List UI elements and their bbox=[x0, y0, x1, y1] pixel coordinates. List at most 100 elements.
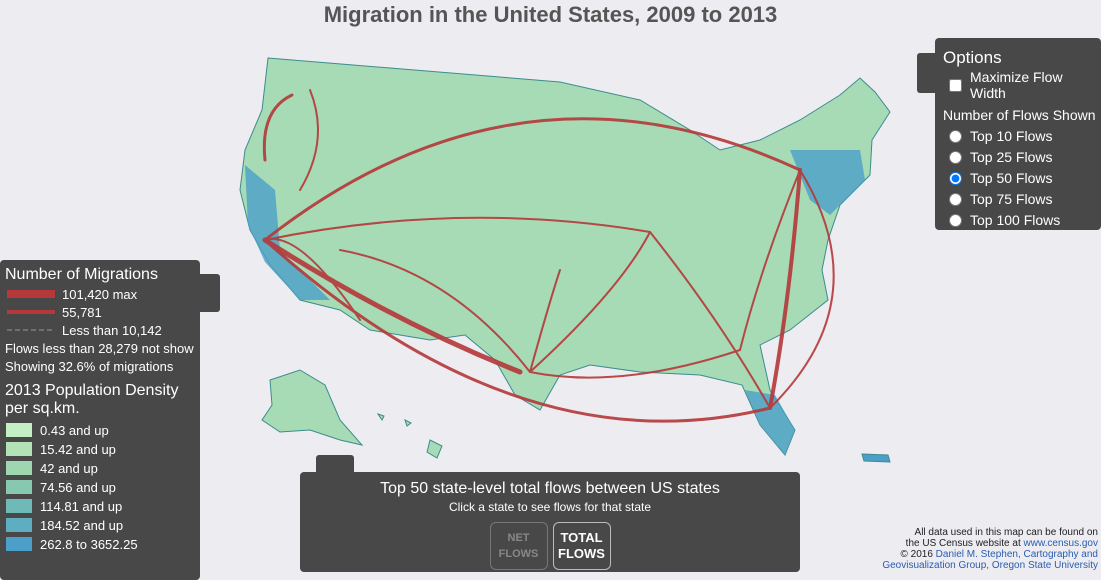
flow-choice-label: Top 10 Flows bbox=[970, 128, 1053, 144]
flow-choice: Top 25 Flows bbox=[943, 148, 1101, 166]
org-link[interactable]: Geovisualization Group, Oregon State Uni… bbox=[882, 560, 1098, 571]
flow-choice-label: Top 100 Flows bbox=[970, 212, 1061, 228]
density-swatch bbox=[6, 423, 32, 437]
legend-row: 55,781 bbox=[5, 304, 200, 320]
us-map bbox=[239, 57, 891, 463]
options-title: Options bbox=[943, 48, 1002, 67]
flow-radio[interactable] bbox=[949, 150, 962, 164]
flow bbox=[263, 117, 802, 242]
flow-choice: Top 100 Flows bbox=[943, 211, 1101, 229]
author-link[interactable]: Daniel M. Stephen, Cartography and bbox=[935, 549, 1098, 560]
density-classes: 0.43 and up 15.42 and up 42 and up 74.56 an… bbox=[0, 422, 200, 552]
flow-radio[interactable] bbox=[949, 171, 962, 185]
option-row: Maximize Flow Width bbox=[943, 69, 1101, 101]
density-label: 74.56 and up bbox=[40, 479, 116, 495]
density-class: 0.43 and up bbox=[6, 422, 200, 438]
flow-radio[interactable] bbox=[949, 129, 962, 143]
hawaii bbox=[376, 413, 443, 459]
density-class: 74.56 and up bbox=[6, 479, 200, 495]
panel-heading: Top 50 state-level total flows between U… bbox=[380, 480, 720, 497]
flow-choice: Top 10 Flows bbox=[943, 127, 1101, 145]
mid-label: 55,781 bbox=[62, 304, 102, 320]
density-swatch bbox=[6, 442, 32, 456]
flow bbox=[263, 238, 772, 423]
density-class: 42 and up bbox=[6, 460, 200, 476]
flow-choice-label: Top 50 Flows bbox=[970, 170, 1053, 186]
density-class: 15.42 and up bbox=[6, 441, 200, 457]
checkbox-label: Maximize Flow Width bbox=[970, 69, 1063, 101]
note: Showing 32.6% of migrations bbox=[5, 358, 174, 374]
button-group: NET FLOWS TOTAL FLOWS bbox=[300, 522, 800, 570]
max-label: 101,420 max bbox=[62, 286, 138, 302]
net-flows-button[interactable]: NET FLOWS bbox=[489, 522, 548, 570]
credits: All data used in this map can be found o… bbox=[882, 527, 1098, 571]
info-panel: Top 50 state-level total flows between U… bbox=[300, 472, 800, 572]
california bbox=[245, 165, 330, 300]
swatch bbox=[7, 290, 55, 298]
density-label: 114.81 and up bbox=[40, 498, 123, 514]
credit-line: Geovisualization Group, Oregon State Uni… bbox=[882, 560, 1098, 571]
flows-heading: Number of Flows Shown bbox=[943, 107, 1096, 123]
note: Flows less than 28,279 not show bbox=[5, 340, 194, 356]
flow bbox=[649, 231, 771, 409]
density-swatch bbox=[6, 499, 32, 513]
migrations-title: Number of Migrations bbox=[5, 266, 158, 283]
copyright: © 2016 bbox=[900, 549, 933, 560]
census-link[interactable]: www.census.gov bbox=[1023, 538, 1098, 549]
density-class: 184.52 and up bbox=[6, 517, 200, 533]
flow bbox=[339, 249, 531, 373]
legend-row: Less than 10,142 bbox=[5, 322, 200, 338]
density-label: 184.52 and up bbox=[40, 517, 124, 533]
flow bbox=[529, 231, 651, 373]
density-label: 15.42 and up bbox=[40, 441, 116, 457]
density-subtitle: per sq.km. bbox=[5, 400, 80, 417]
density-swatch bbox=[6, 461, 32, 475]
credit-line: the US Census website at www.census.gov bbox=[882, 538, 1098, 549]
flow-choices: Top 10 Flows Top 25 Flows Top 50 Flows Top … bbox=[935, 127, 1101, 229]
alaska bbox=[261, 369, 364, 446]
northeast-dense bbox=[790, 150, 865, 215]
swatch bbox=[7, 329, 55, 331]
flow bbox=[264, 216, 651, 241]
density-swatch bbox=[6, 480, 32, 494]
legend-tab[interactable] bbox=[198, 274, 220, 312]
flow bbox=[768, 168, 802, 410]
density-label: 0.43 and up bbox=[40, 422, 109, 438]
min-label: Less than 10,142 bbox=[62, 322, 162, 338]
map-title: Migration in the United States, 2009 to … bbox=[323, 2, 778, 27]
flow-choice: Top 50 Flows bbox=[943, 169, 1101, 187]
flow-choice-label: Top 25 Flows bbox=[970, 149, 1053, 165]
florida bbox=[745, 390, 795, 455]
swatch bbox=[7, 310, 55, 314]
legend-panel: Number of Migrations 101,420 max 55,781 … bbox=[0, 260, 200, 580]
flow bbox=[769, 169, 835, 409]
flow bbox=[262, 93, 294, 162]
density-swatch bbox=[6, 537, 32, 551]
density-label: 42 and up bbox=[40, 460, 98, 476]
density-label: 262.8 to 3652.25 bbox=[40, 536, 138, 552]
credit-line: © 2016 Daniel M. Stephen, Cartography an… bbox=[882, 549, 1098, 560]
density-title: 2013 Population Density bbox=[5, 382, 179, 399]
legend-row: 101,420 max bbox=[5, 286, 200, 302]
credit-line: All data used in this map can be found o… bbox=[914, 527, 1098, 538]
total-flows-button[interactable]: TOTAL FLOWS bbox=[552, 522, 611, 570]
flow-choice: Top 75 Flows bbox=[943, 190, 1101, 208]
panel-subheading: Click a state to see flows for that stat… bbox=[448, 500, 652, 514]
maximize-checkbox[interactable] bbox=[949, 78, 962, 92]
panel-tab[interactable] bbox=[316, 455, 354, 475]
flow bbox=[739, 169, 801, 351]
flow bbox=[529, 349, 741, 379]
flow bbox=[529, 269, 561, 373]
options-tab[interactable] bbox=[917, 53, 937, 93]
density-class: 114.81 and up bbox=[6, 498, 200, 514]
options-panel: Options Maximize Flow Width Number of Fl… bbox=[935, 38, 1101, 230]
flow bbox=[262, 237, 523, 375]
puerto-rico bbox=[861, 453, 891, 463]
flow bbox=[299, 89, 319, 191]
density-class: 262.8 to 3652.25 bbox=[6, 536, 200, 552]
credit-text: the US Census website at bbox=[905, 538, 1021, 549]
flow-radio[interactable] bbox=[949, 192, 962, 206]
flow-radio[interactable] bbox=[949, 213, 962, 227]
flow-choice-label: Top 75 Flows bbox=[970, 191, 1053, 207]
